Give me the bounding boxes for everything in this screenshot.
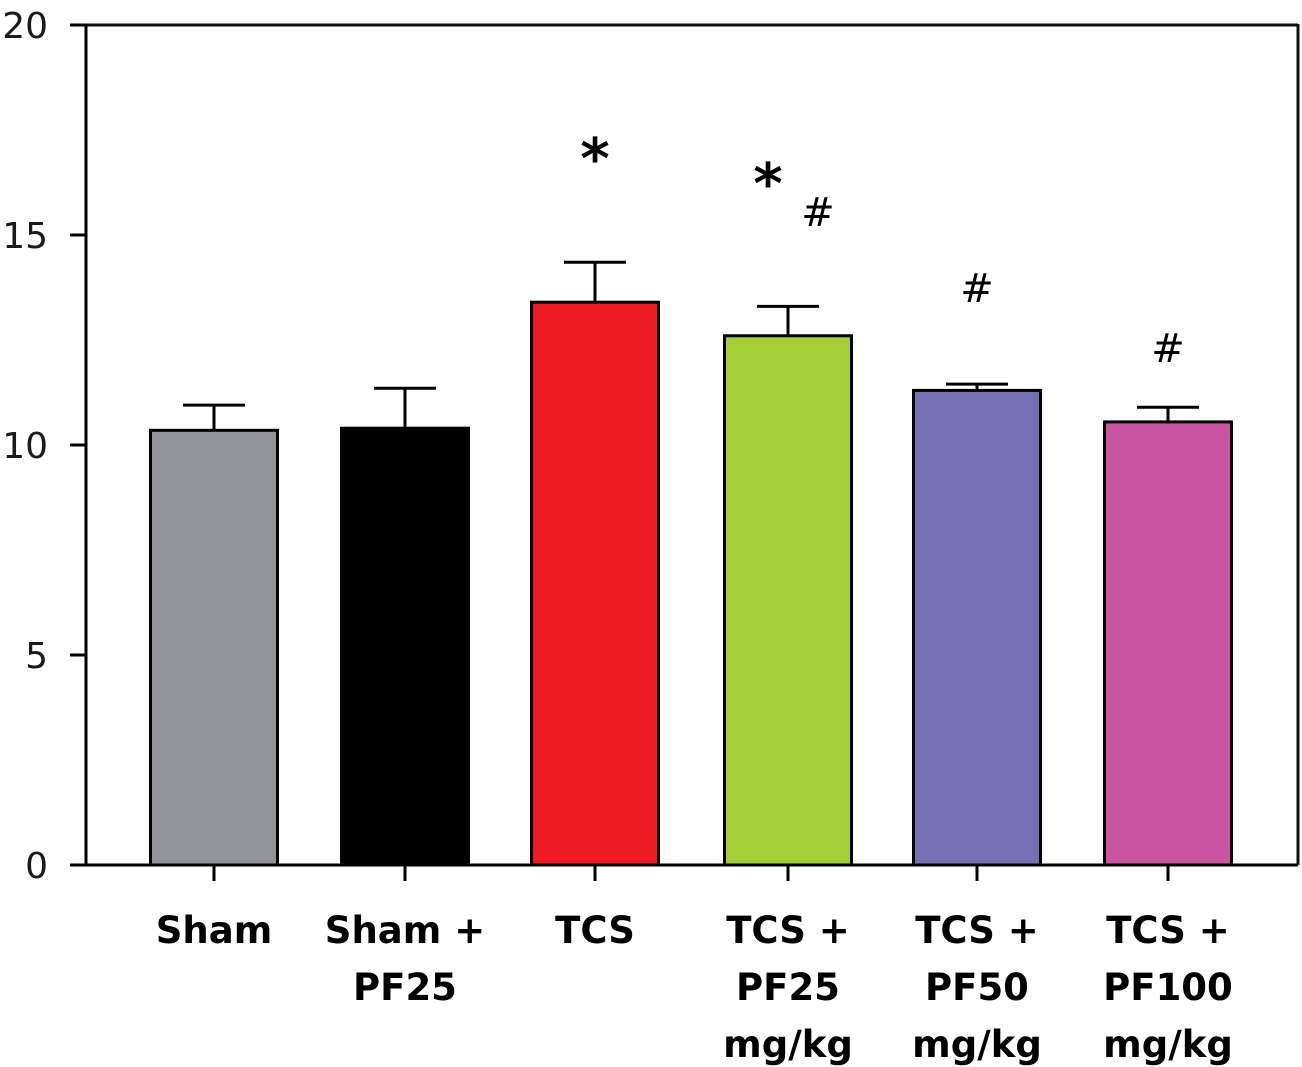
bar	[340, 426, 470, 867]
x-tick-label: Sham + PF25	[325, 909, 485, 1009]
significance-asterisk: *	[753, 152, 782, 217]
x-tick-label: Sham	[156, 909, 273, 952]
x-tick-label-line: mg/kg	[723, 1023, 853, 1066]
y-axis: 0 5 10 15 20	[2, 6, 86, 887]
x-tick-label-line: PF25	[353, 966, 457, 1009]
x-tick-label-line: Sham +	[325, 909, 485, 952]
y-tick-label: 5	[25, 636, 48, 677]
x-tick-label-line: PF25	[736, 966, 840, 1009]
bar	[530, 300, 660, 867]
x-axis: Sham Sham + PF25 TCS TCS + PF25 mg/kg TCS + PF50…	[156, 865, 1233, 1066]
significance-hash: #	[1151, 326, 1185, 372]
significance-annotations: * * # # #	[580, 127, 1184, 372]
x-tick-label-line: PF50	[925, 966, 1029, 1009]
bar	[1103, 420, 1233, 867]
x-tick-label: TCS + PF100 mg/kg	[1103, 909, 1233, 1066]
x-tick-label-line: TCS +	[726, 909, 850, 952]
x-tick-label-line: TCS +	[1106, 909, 1230, 952]
x-tick-label: TCS	[555, 909, 635, 952]
x-tick-label-line: mg/kg	[912, 1023, 1042, 1066]
y-tick-label: 10	[2, 426, 48, 467]
x-tick-label-line: Sham	[156, 909, 273, 952]
x-tick-label: TCS + PF50 mg/kg	[912, 909, 1042, 1066]
x-tick-label-line: TCS	[555, 909, 635, 952]
bar	[912, 388, 1042, 867]
significance-hash: #	[960, 266, 994, 312]
significance-hash: #	[801, 190, 835, 236]
x-tick-label: TCS + PF25 mg/kg	[723, 909, 853, 1066]
significance-asterisk: *	[580, 127, 609, 192]
bar	[149, 428, 279, 867]
x-tick-label-line: TCS +	[915, 909, 1039, 952]
y-tick-label: 0	[25, 846, 48, 887]
x-tick-label-line: mg/kg	[1103, 1023, 1233, 1066]
bars	[149, 260, 1233, 867]
y-tick-label: 15	[2, 216, 48, 257]
y-tick-label: 20	[2, 6, 48, 47]
bar	[723, 334, 853, 867]
x-tick-label-line: PF100	[1103, 966, 1233, 1009]
